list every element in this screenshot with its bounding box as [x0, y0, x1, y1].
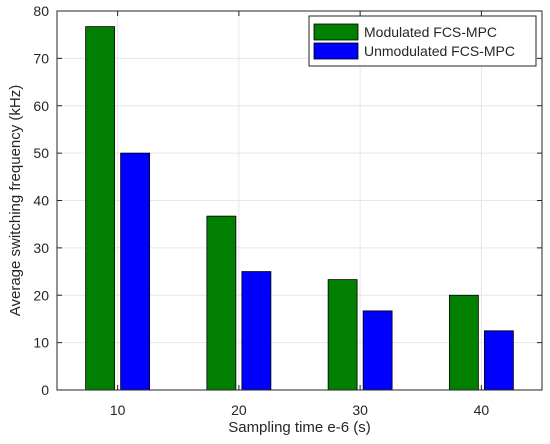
bar-unmodulated	[362, 310, 393, 391]
x-tick-label: 10	[110, 402, 126, 418]
bar-modulated	[327, 279, 358, 391]
legend-label: Unmodulated FCS-MPC	[364, 43, 515, 59]
legend-label: Modulated FCS-MPC	[364, 24, 497, 40]
bars	[85, 26, 514, 391]
bar-modulated	[448, 294, 479, 391]
bar-modulated	[206, 215, 237, 391]
legend: Modulated FCS-MPC Unmodulated FCS-MPC	[308, 15, 537, 67]
y-tick-label: 50	[33, 145, 49, 161]
y-tick-label: 30	[33, 240, 49, 256]
y-tick-label: 70	[33, 50, 49, 66]
y-tick-label: 40	[33, 193, 49, 209]
axis-ticks: 0 10 20 30 40 50 60 70 80 10 20 30 40	[33, 3, 542, 418]
y-tick-label: 60	[33, 98, 49, 114]
x-axis-label: Sampling time e-6 (s)	[228, 419, 371, 436]
y-tick-label: 10	[33, 335, 49, 351]
x-tick-label: 30	[352, 402, 368, 418]
bar-unmodulated	[120, 152, 151, 391]
y-tick-label: 20	[33, 287, 49, 303]
legend-swatch	[313, 42, 359, 60]
bar-unmodulated	[241, 271, 272, 391]
bar-modulated	[85, 26, 116, 391]
y-tick-label: 80	[33, 3, 49, 19]
x-tick-label: 20	[231, 402, 247, 418]
y-tick-label: 0	[41, 382, 49, 398]
y-axis-label: Average switching frequency (kHz)	[7, 85, 24, 317]
bar-unmodulated	[483, 330, 514, 391]
x-tick-label: 40	[474, 402, 490, 418]
legend-swatch	[313, 23, 359, 41]
